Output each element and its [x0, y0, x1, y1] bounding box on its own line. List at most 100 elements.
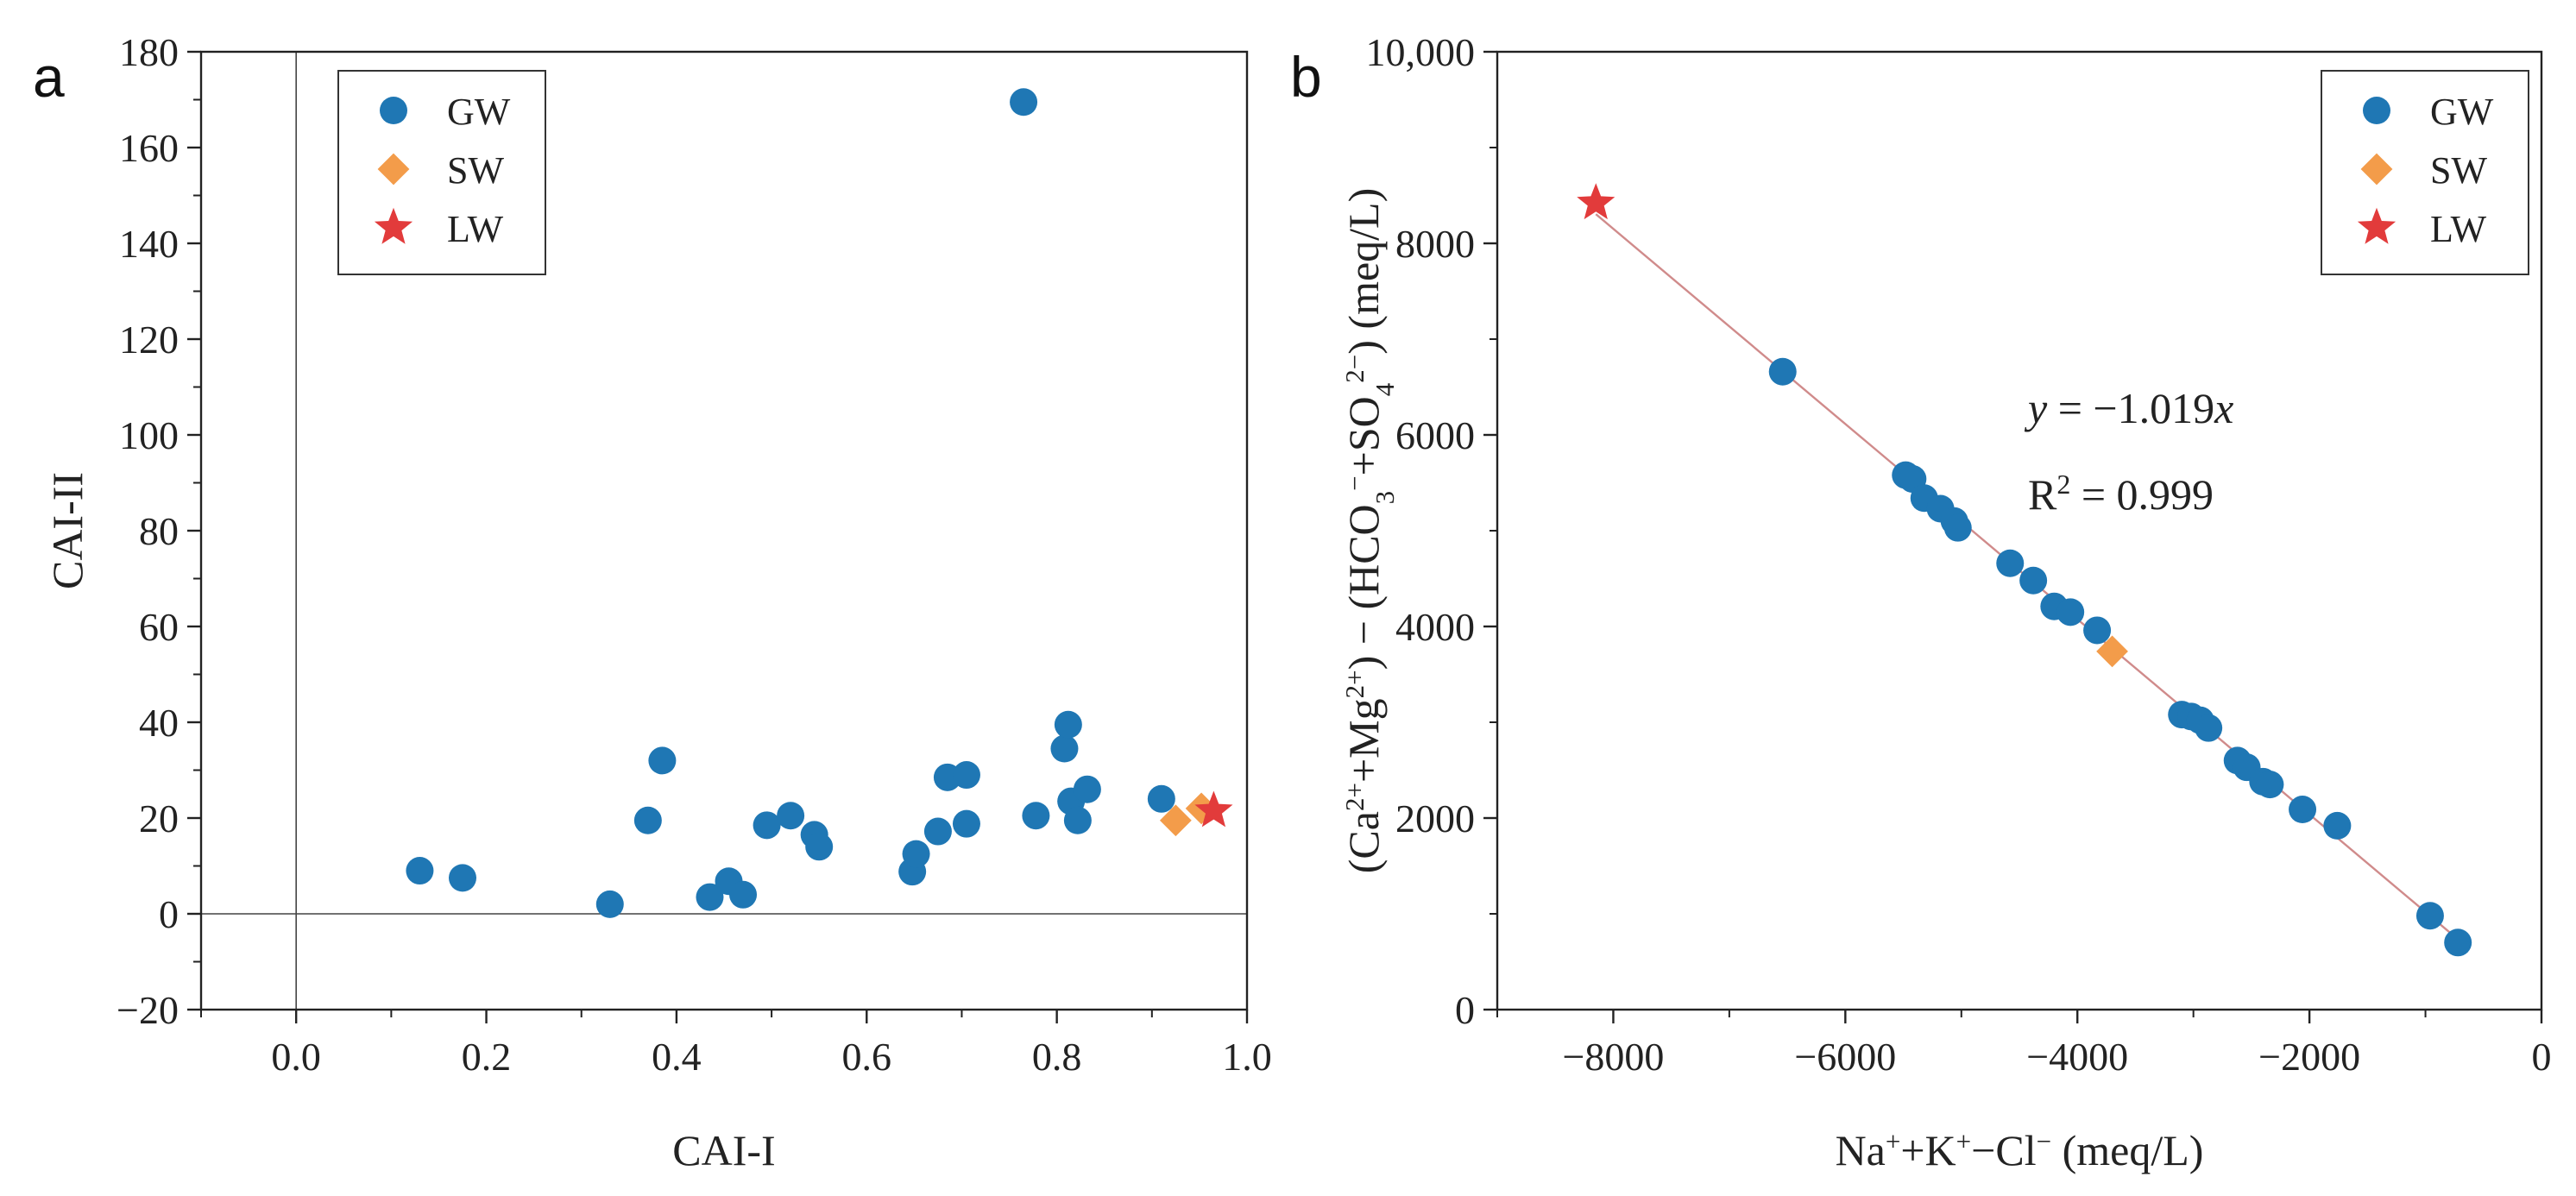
x-axis-label-part: +	[1886, 1126, 1900, 1156]
data-point-gw	[1022, 802, 1050, 830]
y-axis-label-part: ) (meq/L)	[1339, 188, 1388, 355]
data-point-gw	[648, 746, 677, 775]
y-tick-label: 160	[119, 126, 179, 170]
x-tick-label: 0.2	[462, 1035, 512, 1079]
legend-label-sw: SW	[447, 149, 504, 192]
data-point-gw	[1010, 88, 1038, 116]
legend-label-gw: GW	[447, 91, 511, 133]
data-point-gw	[1996, 549, 2025, 577]
equation-part: y	[2024, 384, 2048, 432]
y-tick-label: 10,000	[1366, 30, 1476, 74]
data-point-lw	[1577, 183, 1616, 220]
y-axis-label-part: 4	[1370, 382, 1400, 396]
legend-marker-lw	[374, 207, 413, 244]
x-tick-label: −4000	[2026, 1035, 2128, 1079]
data-point-sw	[2096, 635, 2128, 668]
x-axis-label-part: Na	[1836, 1126, 1886, 1174]
legend-label-gw: GW	[2430, 91, 2494, 133]
y-axis-label: CAI-II	[43, 472, 91, 589]
x-tick-label: 0	[2532, 1035, 2552, 1079]
data-point-gw	[729, 880, 758, 909]
panel-letter: a	[33, 45, 65, 109]
x-tick-label: −2000	[2258, 1035, 2360, 1079]
data-point-gw	[2415, 902, 2444, 930]
legend-label-sw: SW	[2430, 149, 2487, 192]
x-tick-label: 0.8	[1032, 1035, 1082, 1079]
data-point-gw	[1943, 513, 1972, 542]
legend-marker-gw	[380, 97, 407, 124]
legend-label-lw: LW	[2430, 208, 2487, 250]
y-tick-label: 20	[139, 796, 179, 840]
x-tick-label: 0.4	[652, 1035, 702, 1079]
legend-marker-lw	[2357, 207, 2396, 244]
data-point-sw	[1159, 804, 1192, 837]
x-tick-label: −6000	[1794, 1035, 1896, 1079]
equation-part: x	[2214, 384, 2233, 432]
y-tick-label: 180	[119, 30, 179, 74]
legend: GW SW LW	[337, 70, 546, 275]
data-point-gw	[633, 806, 662, 834]
r-squared-part: = 0.999	[2070, 470, 2214, 519]
legend-box	[337, 70, 546, 275]
legend-marker-sw	[2360, 153, 2393, 186]
legend-marker-gw	[2363, 97, 2390, 124]
equation-text: y = −1.019x	[2024, 384, 2233, 432]
data-point-gw	[2083, 616, 2112, 645]
y-axis-label-part: 2+	[1339, 783, 1370, 811]
y-tick-label: 6000	[1395, 413, 1475, 457]
y-tick-label: 120	[119, 318, 179, 362]
data-point-gw	[1768, 357, 1797, 386]
x-axis-label-part: +K	[1900, 1126, 1956, 1174]
x-axis-label: CAI-I	[672, 1126, 775, 1174]
x-tick-label: 1.0	[1222, 1035, 1272, 1079]
r-squared-part: R	[2028, 470, 2057, 519]
y-axis-label-part: (Ca	[1339, 811, 1388, 873]
y-tick-label: 40	[139, 701, 179, 745]
data-point-gw	[952, 809, 980, 838]
y-tick-label: 60	[139, 605, 179, 649]
x-tick-label: 0.0	[271, 1035, 321, 1079]
y-axis-label-part: +Mg	[1339, 698, 1388, 783]
legend-marker-sw	[377, 153, 410, 186]
data-point-gw	[595, 890, 624, 918]
y-axis-label-part: 2−	[1339, 355, 1370, 383]
r-squared-text: R2 = 0.999	[2028, 469, 2214, 519]
data-point-gw	[2195, 714, 2223, 742]
x-axis-label-part: −	[2037, 1126, 2051, 1156]
y-tick-label: 140	[119, 222, 179, 266]
y-tick-label: 2000	[1395, 796, 1475, 840]
data-point-gw	[2289, 796, 2317, 824]
data-point-gw	[2056, 598, 2085, 626]
y-axis-label-part: +SO	[1339, 396, 1388, 475]
panel-b-scatter: b −8000 −6000 −4000 −2000 0 0 2000 4000 6000 8000 1…	[1290, 30, 2552, 1174]
data-point-gw	[952, 761, 980, 790]
x-tick-label: 0.6	[842, 1035, 892, 1079]
x-axis-label-part: −Cl	[1971, 1126, 2036, 1174]
legend: GW SW LW	[2321, 70, 2529, 275]
data-point-gw	[1063, 806, 1092, 834]
y-tick-label: 0	[159, 892, 179, 936]
data-point-gw	[449, 864, 476, 892]
y-tick-label: 80	[139, 509, 179, 553]
r-squared-part: 2	[2056, 469, 2070, 500]
data-point-gw	[2323, 811, 2352, 840]
data-point-lw	[1194, 790, 1233, 828]
legend-label-lw: LW	[447, 208, 504, 250]
y-tick-label: −20	[117, 988, 179, 1032]
data-point-gw	[406, 857, 434, 885]
data-point-gw	[753, 811, 781, 840]
data-point-gw	[1050, 734, 1079, 763]
y-axis-label: (Ca2++Mg2+) − (HCO3−+SO42−) (meq/L)	[1339, 188, 1400, 873]
equation-part: = −1.019	[2047, 384, 2214, 432]
y-tick-label: 4000	[1395, 605, 1475, 649]
y-axis-label-part: −	[1339, 475, 1370, 490]
y-axis-label-part: 2+	[1339, 670, 1370, 698]
y-tick-label: 100	[119, 413, 179, 457]
data-point-gw	[1054, 710, 1082, 739]
legend-box	[2321, 70, 2529, 275]
data-point-gw	[902, 840, 930, 868]
data-point-gw	[777, 802, 805, 830]
data-point-gw	[1147, 784, 1175, 813]
x-axis-label: Na++K+−Cl− (meq/L)	[1836, 1126, 2204, 1175]
